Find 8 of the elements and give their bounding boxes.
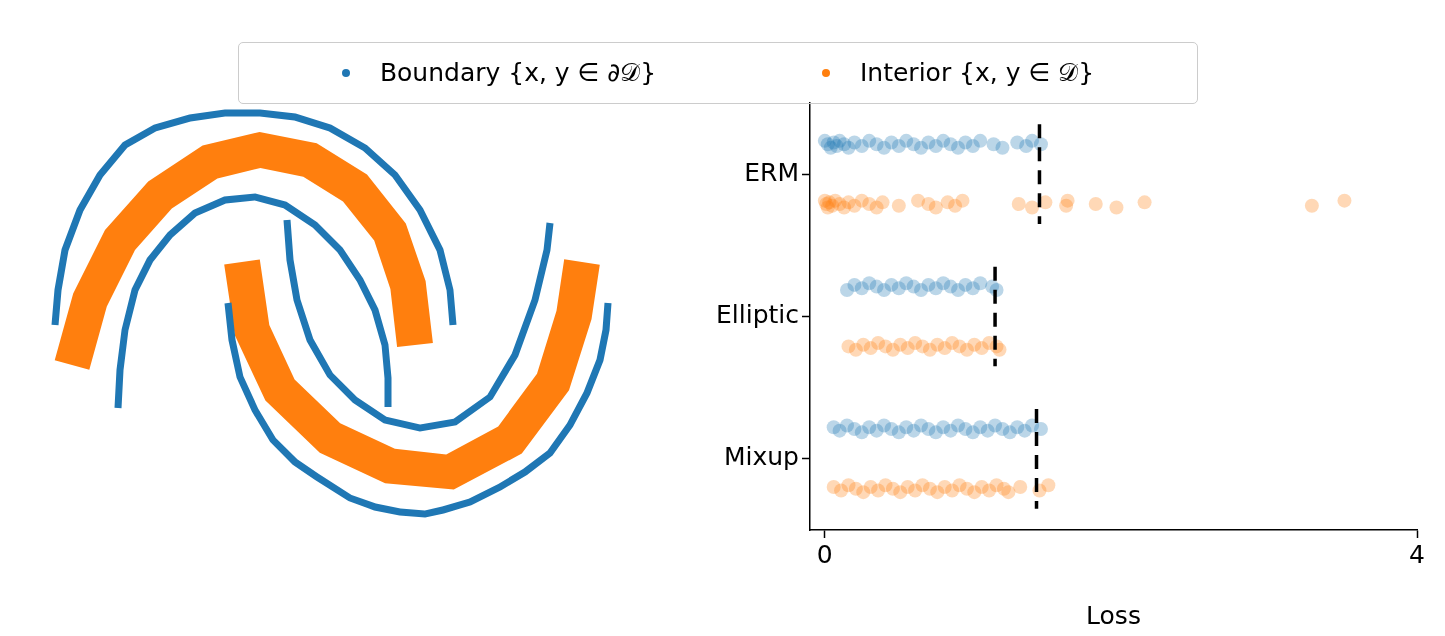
y-tick-label: Mixup (723, 442, 799, 472)
y-tick-label: Elliptic (716, 300, 799, 329)
y-tick-label: ERM (744, 157, 799, 187)
legend-label: Boundary {x, y ∈ ∂𝒟} (379, 58, 657, 88)
x-tick-label: 0 (816, 539, 833, 569)
x-axis-title: Loss (1086, 600, 1141, 630)
x-tick-label: 4 (1409, 539, 1425, 569)
legend-label: Interior {x, y ∈ 𝒟} (859, 58, 1095, 88)
